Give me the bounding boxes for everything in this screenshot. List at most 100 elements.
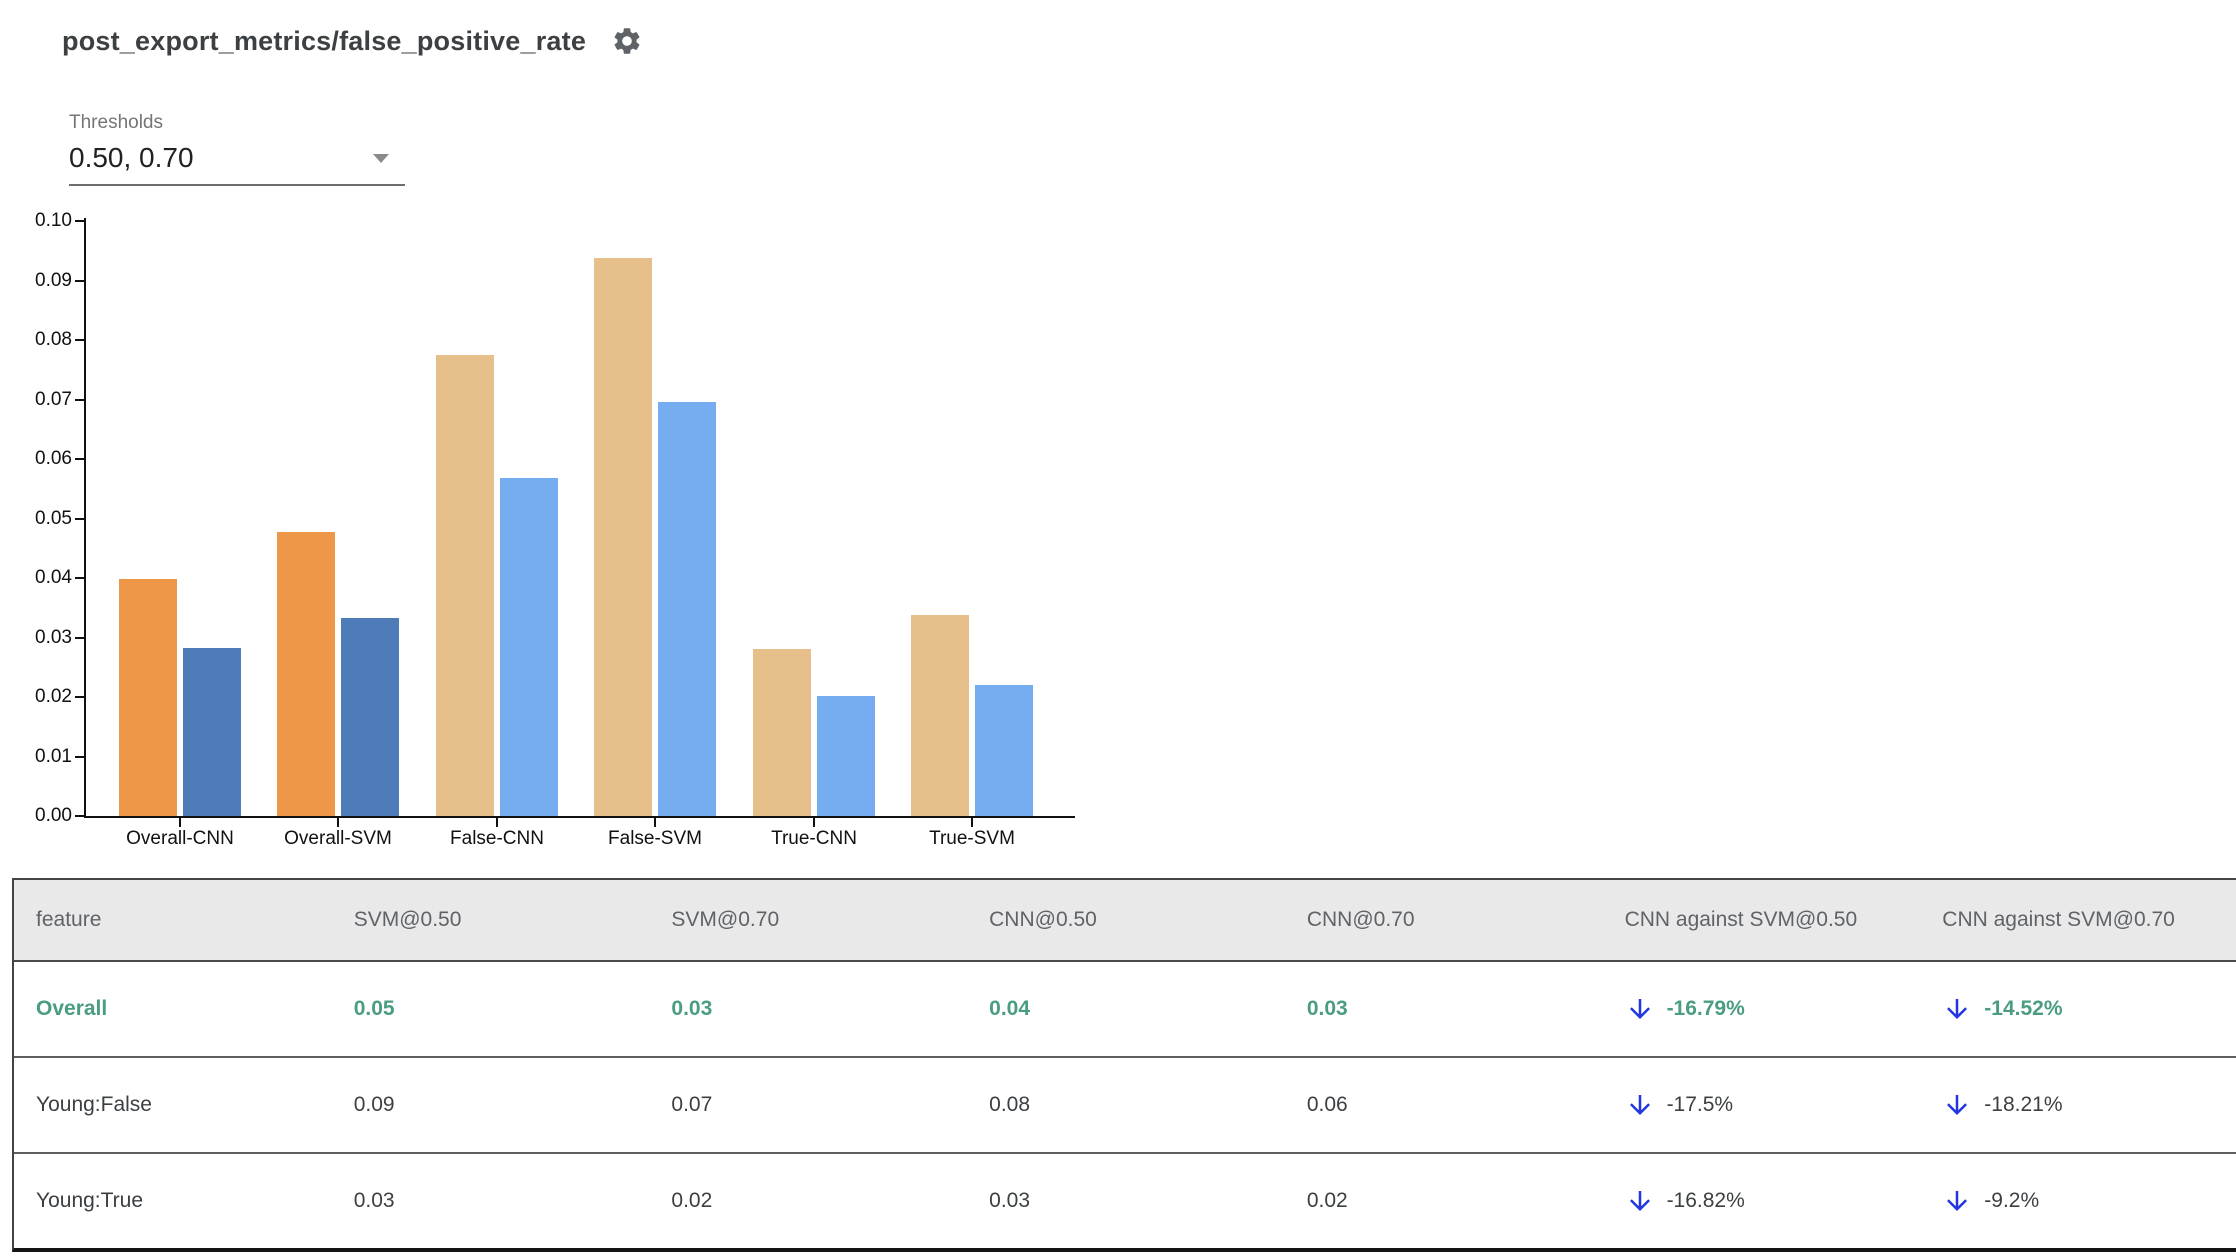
x-axis-label: False-CNN (450, 828, 544, 849)
bar-True-CNN-threshold-0.70[interactable] (817, 695, 875, 816)
y-axis-tick-mark (75, 696, 84, 698)
metric-value-cell: 0.07 (671, 1093, 713, 1116)
y-axis-tick-mark (75, 339, 84, 341)
metric-value-cell: 0.04 (989, 997, 1031, 1020)
bar-False-CNN-threshold-0.50[interactable] (436, 355, 494, 816)
y-axis-tick-label: 0.01 (35, 745, 72, 767)
x-axis-label: Overall-CNN (126, 828, 234, 849)
table-row: Young:True 0.03 0.02 0.03 0.02 -16.82% -9.2% (14, 1154, 2236, 1248)
metric-value-cell: 0.03 (1306, 997, 1348, 1020)
x-axis-label: Overall-SVM (284, 828, 392, 849)
metric-value-cell: 0.06 (1306, 1093, 1348, 1116)
arrow-down-icon (1629, 1191, 1650, 1211)
comparison-cell: -17.5% (1603, 1090, 1921, 1120)
thresholds-dropdown[interactable]: Thresholds 0.50, 0.70 (69, 112, 405, 186)
y-axis-tick-label: 0.05 (35, 507, 72, 529)
thresholds-value: 0.50, 0.70 (69, 142, 194, 173)
y-axis-tick-label: 0.00 (35, 805, 72, 826)
table-header-cell: CNN@0.70 (1306, 908, 1415, 931)
arrow-down-icon (1629, 1095, 1650, 1115)
y-axis-tick-label: 0.08 (35, 329, 72, 350)
table-header-cell: feature (36, 908, 102, 931)
x-axis-tick-mark (496, 818, 498, 827)
y-axis-line (84, 218, 86, 818)
arrow-down-icon (1947, 1191, 1968, 1211)
metric-value-cell: 0.02 (671, 1189, 713, 1212)
bar-False-SVM-threshold-0.50[interactable] (594, 257, 652, 816)
arrow-down-icon (1947, 999, 1968, 1019)
y-axis-tick-mark (75, 755, 84, 758)
y-axis-tick-mark (75, 517, 84, 520)
bar-True-CNN-threshold-0.50[interactable] (753, 649, 811, 816)
metrics-table: feature SVM@0.50 SVM@0.70 CNN@0.50 CNN@0.70 C… (12, 878, 2236, 1252)
feature-cell: Overall (36, 997, 108, 1020)
metric-title: post_export_metrics/false_positive_rate (62, 25, 587, 56)
table-header-cell: SVM@0.70 (671, 908, 780, 931)
bar-Overall-SVM-threshold-0.50[interactable] (277, 531, 335, 816)
x-axis-tick-mark (179, 818, 181, 827)
comparison-value: -14.52% (1984, 997, 2063, 1020)
chevron-down-icon[interactable] (373, 153, 389, 163)
bar-True-SVM-threshold-0.70[interactable] (975, 685, 1033, 816)
y-axis-tick-label: 0.02 (35, 686, 72, 707)
y-axis-tick-mark (75, 458, 84, 460)
table-header-cell: CNN against SVM@0.70 (1942, 908, 2175, 931)
table-row: Young:False 0.09 0.07 0.08 0.06 -17.5% -18.21% (14, 1058, 2236, 1154)
bar-Overall-CNN-threshold-0.70[interactable] (183, 647, 241, 816)
comparison-cell: -16.79% (1603, 994, 1921, 1024)
arrow-down-icon (1947, 1095, 1968, 1115)
y-axis-tick-mark (75, 815, 84, 817)
metric-value-cell: 0.05 (353, 997, 395, 1020)
y-axis-tick-mark (75, 636, 84, 639)
table-header-cell: SVM@0.50 (353, 908, 462, 931)
metric-value-cell: 0.08 (989, 1093, 1031, 1116)
y-axis-tick-mark (75, 577, 84, 579)
bar-Overall-CNN-threshold-0.50[interactable] (119, 579, 177, 816)
thresholds-label: Thresholds (69, 112, 163, 133)
metric-value-cell: 0.02 (1306, 1189, 1348, 1212)
comparison-value: -16.79% (1666, 997, 1745, 1020)
x-axis-line (84, 816, 1075, 818)
x-axis-tick-mark (654, 818, 656, 827)
table-row: Overall 0.05 0.03 0.04 0.03 -16.79% -14.52% (14, 962, 2236, 1058)
y-axis-tick-label: 0.04 (35, 567, 72, 588)
y-axis-tick-label: 0.07 (35, 388, 72, 410)
bar-False-SVM-threshold-0.70[interactable] (658, 402, 716, 816)
comparison-cell: -18.21% (1920, 1090, 2236, 1120)
comparison-value: -17.5% (1666, 1093, 1734, 1116)
y-axis-tick-label: 0.09 (35, 269, 72, 291)
comparison-cell: -16.82% (1603, 1186, 1921, 1216)
table-header-cell: CNN@0.50 (989, 908, 1097, 931)
y-axis-tick-label: 0.03 (35, 626, 72, 648)
arrow-down-icon (1629, 999, 1650, 1019)
metric-value-cell: 0.03 (353, 1189, 395, 1212)
table-header-cell: CNN against SVM@0.50 (1624, 908, 1858, 931)
x-axis-label: True-SVM (929, 828, 1015, 849)
metric-value-cell: 0.09 (353, 1093, 395, 1116)
bar-Overall-SVM-threshold-0.70[interactable] (341, 618, 399, 816)
y-axis-tick-mark (75, 398, 84, 401)
false-positive-rate-bar-chart: 0.00 0.01 0.02 0.03 0.04 0.05 0.06 0.07 0.08 0.09… (35, 210, 1075, 849)
y-axis-tick-mark (75, 279, 84, 282)
comparison-value: -16.82% (1666, 1189, 1745, 1212)
x-axis-label: False-SVM (608, 828, 702, 849)
x-axis-tick-mark (971, 818, 973, 827)
comparison-value: -9.2% (1984, 1189, 2040, 1212)
metric-value-cell: 0.03 (989, 1189, 1031, 1212)
x-axis-tick-mark (813, 818, 815, 827)
gear-icon (614, 28, 640, 54)
feature-cell: Young:True (36, 1189, 144, 1212)
y-axis-tick-mark (75, 220, 84, 222)
metric-value-cell: 0.03 (671, 997, 713, 1020)
comparison-cell: -14.52% (1920, 994, 2236, 1024)
bar-True-SVM-threshold-0.50[interactable] (911, 614, 969, 816)
y-axis-tick-label: 0.10 (35, 210, 72, 231)
bar-False-CNN-threshold-0.70[interactable] (500, 478, 558, 816)
comparison-value: -18.21% (1984, 1093, 2063, 1116)
feature-cell: Young:False (36, 1093, 152, 1116)
y-axis-tick-label: 0.06 (35, 448, 72, 469)
comparison-cell: -9.2% (1920, 1186, 2236, 1216)
x-axis-label: True-CNN (771, 828, 857, 849)
settings-button[interactable] (610, 24, 644, 58)
table-header-row: feature SVM@0.50 SVM@0.70 CNN@0.50 CNN@0.70 C… (14, 880, 2236, 962)
